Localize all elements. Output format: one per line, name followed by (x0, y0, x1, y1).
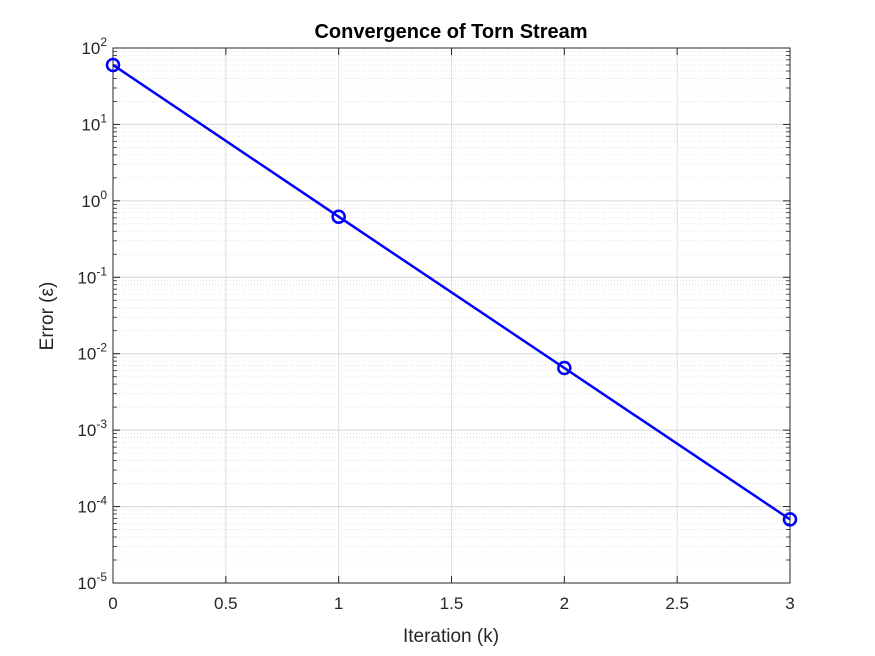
data-point-marker (782, 512, 798, 527)
y-axis-label: Error (ε) (37, 282, 58, 351)
x-tick-label: 1.5 (440, 594, 464, 613)
y-tick-label: 10-2 (77, 341, 107, 364)
series-line (112, 63, 791, 521)
y-tick-label: 10-5 (77, 570, 107, 593)
chart-title: Convergence of Torn Stream (314, 21, 587, 43)
x-tick-label: 0.5 (214, 594, 238, 613)
x-tick-label: 2.5 (665, 594, 689, 613)
data-point-marker (105, 57, 121, 73)
data-point-marker (331, 209, 346, 224)
y-tick-label: 102 (81, 35, 107, 58)
y-tick-label: 10-3 (77, 417, 107, 440)
x-tick-label: 1 (334, 594, 343, 613)
y-tick-label: 10-1 (77, 264, 107, 287)
y-tick-label: 10-4 (77, 494, 107, 517)
data-point-marker (557, 360, 572, 376)
x-tick-label: 2 (560, 594, 569, 613)
x-axis-label: Iteration (k) (403, 626, 499, 647)
x-axis-ticks: 0 0.5 1 1.5 2 2.5 3 (108, 48, 795, 613)
y-tick-label: 100 (81, 188, 107, 211)
y-tick-label: 101 (81, 111, 107, 134)
x-tick-label: 0 (108, 594, 117, 613)
y-axis-ticks: 10-5 10-4 10-3 10-2 10-1 100 101 102 (77, 35, 790, 593)
series-layer (105, 57, 798, 527)
x-tick-label: 3 (785, 594, 794, 613)
